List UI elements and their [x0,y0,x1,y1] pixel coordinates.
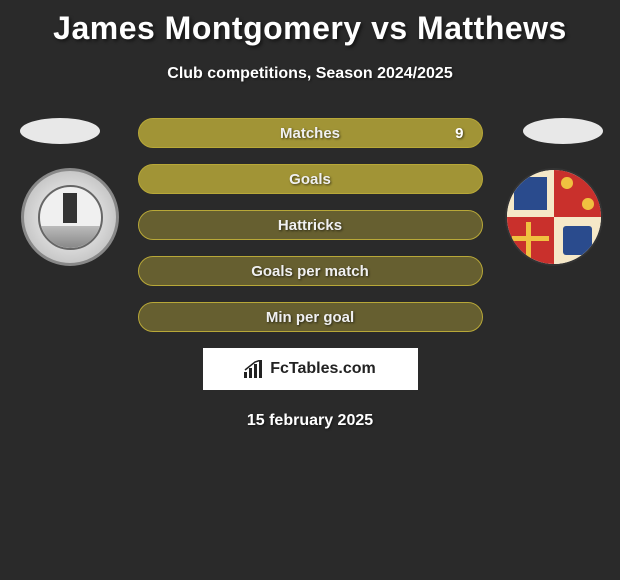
stat-label: Goals [289,171,331,188]
club-logo-left [21,168,119,266]
player-avatar-left [20,118,100,144]
stat-row-min-per-goal: Min per goal [138,302,483,332]
stat-bars: Matches 9 Goals Hattricks Goals per matc… [138,118,483,332]
stat-label: Matches [280,125,340,142]
club-logo-right [505,168,603,266]
stat-label: Hattricks [278,217,342,234]
stat-row-goals-per-match: Goals per match [138,256,483,286]
stat-label: Goals per match [251,263,369,280]
stat-row-matches: Matches 9 [138,118,483,148]
page-subtitle: Club competitions, Season 2024/2025 [0,65,620,83]
page-title: James Montgomery vs Matthews [0,0,620,47]
player-avatar-right [523,118,603,144]
stat-value-right: 9 [455,125,463,142]
comparison-date: 15 february 2025 [0,412,620,430]
chart-icon [244,360,264,378]
stat-label: Min per goal [266,309,354,326]
stat-row-hattricks: Hattricks [138,210,483,240]
stat-row-goals: Goals [138,164,483,194]
branding-badge: FcTables.com [203,348,418,390]
comparison-area: Matches 9 Goals Hattricks Goals per matc… [0,118,620,332]
branding-text: FcTables.com [270,360,376,378]
